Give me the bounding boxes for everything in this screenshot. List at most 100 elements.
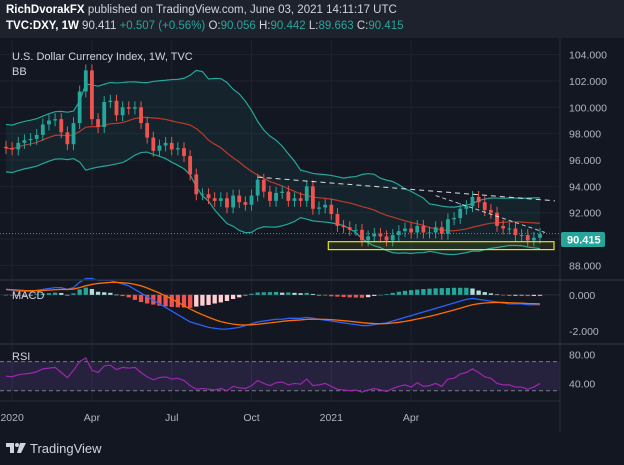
macd-histogram-bar <box>169 294 174 307</box>
candle-body <box>421 225 426 233</box>
macd-histogram-bar <box>212 294 217 304</box>
macd-histogram-bar <box>126 294 131 298</box>
rsi-tick-label: 40.00 <box>569 378 595 390</box>
author-name[interactable]: RichDvorakFX <box>6 4 85 16</box>
main-pane-title: U.S. Dollar Currency Index, 1W, TVC <box>12 51 193 63</box>
chart-area[interactable]: 2020AprJulOct2021Apr88.00090.00092.00094… <box>0 38 624 433</box>
price-change: +0.507 (+0.56%) <box>119 20 206 32</box>
candle-body <box>47 120 51 125</box>
macd-histogram-bar <box>408 290 414 295</box>
candle-body <box>114 100 119 116</box>
candle-body <box>452 217 456 220</box>
candle-body <box>310 186 315 209</box>
macd-histogram-bar <box>292 292 297 295</box>
symbol-label: TVC:DXY, 1W <box>6 20 79 32</box>
macd-histogram-bar <box>22 294 27 296</box>
macd-histogram-bar <box>476 290 481 295</box>
y-tick-label: 98.000 <box>569 129 601 141</box>
candle-body <box>304 186 309 201</box>
macd-histogram-bar <box>267 292 273 295</box>
candle-body <box>366 236 371 241</box>
macd-histogram-bar <box>187 294 193 308</box>
macd-histogram-bar <box>40 293 45 295</box>
candle-body <box>323 204 328 208</box>
low-value: 89.663 <box>318 20 354 32</box>
bb-lower-line <box>5 151 541 256</box>
publish-header: RichDvorakFX published on TradingView.co… <box>0 0 624 38</box>
candle-body <box>427 232 432 234</box>
tradingview-logo-icon[interactable] <box>6 441 26 455</box>
macd-histogram-bar <box>513 294 518 296</box>
open-label: O: <box>208 20 221 32</box>
candle-body <box>96 119 100 128</box>
candle-body <box>390 235 395 241</box>
macd-histogram-bar <box>138 294 144 303</box>
macd-histogram-bar <box>384 294 389 295</box>
macd-histogram-bar <box>102 292 107 295</box>
candle-body <box>470 196 475 207</box>
macd-histogram-bar <box>402 290 408 295</box>
macd-histogram-bar <box>415 289 420 295</box>
macd-histogram-bar <box>372 294 377 296</box>
candle-body <box>292 198 297 201</box>
candle-body <box>531 237 536 241</box>
macd-histogram-bar <box>501 294 506 296</box>
candle-body <box>182 148 186 157</box>
y-tick-label: 88.000 <box>569 260 601 272</box>
candle-body <box>464 206 469 209</box>
macd-histogram-bar <box>445 287 451 295</box>
macd-histogram-bar <box>255 292 260 295</box>
macd-histogram-bar <box>46 293 52 295</box>
macd-histogram-bar <box>427 288 432 295</box>
macd-histogram-bar <box>194 294 199 307</box>
close-value: 90.415 <box>368 20 404 32</box>
candle-body <box>298 198 303 201</box>
macd-histogram-bar <box>65 294 70 296</box>
rsi-label: RSI <box>12 351 30 363</box>
candle-body <box>280 191 285 193</box>
candle-body <box>231 195 236 208</box>
macd-histogram-bar <box>3 294 9 296</box>
candle-body <box>71 123 76 145</box>
macd-histogram-bar <box>335 294 340 297</box>
candle-body <box>65 132 70 145</box>
macd-histogram-bar <box>507 294 512 296</box>
macd-histogram-bar <box>359 294 365 298</box>
short-trendline[interactable] <box>435 195 546 233</box>
bb-upper-line <box>5 69 541 208</box>
candle-body <box>458 208 463 218</box>
macd-histogram-bar <box>77 289 82 295</box>
candle-body <box>83 70 88 92</box>
candle-body <box>28 138 33 141</box>
candle-body <box>384 236 389 241</box>
rsi-pane <box>0 357 560 393</box>
tradingview-brand[interactable]: TradingView <box>30 441 102 456</box>
macd-histogram-bar <box>237 294 242 298</box>
macd-histogram-bar <box>9 294 15 296</box>
macd-histogram-bar <box>488 293 494 295</box>
macd-histogram-bar <box>286 292 291 295</box>
candle-body <box>286 191 291 201</box>
macd-histogram-bar <box>28 294 33 296</box>
candle-body <box>145 123 150 138</box>
price-badge: 90.415 <box>567 235 601 247</box>
rsi-band <box>0 361 560 391</box>
candle-body <box>353 229 358 231</box>
macd-histogram-bar <box>59 293 64 295</box>
macd-histogram-bar <box>464 287 469 295</box>
candle-body <box>446 219 450 234</box>
macd-histogram-bar <box>347 294 352 298</box>
publish-info: published on TradingView.com, June 03, 2… <box>87 4 397 16</box>
y-tick-label: 94.000 <box>569 181 601 193</box>
support-zone[interactable] <box>327 241 555 251</box>
macd-histogram-bar <box>206 294 211 305</box>
macd-tick-label: -2.000 <box>569 326 599 338</box>
candle-body <box>372 233 377 237</box>
macd-histogram-bar <box>163 294 168 307</box>
macd-histogram-bar <box>243 294 248 296</box>
candle-body <box>22 140 27 143</box>
candle-body <box>519 235 524 237</box>
descending-trendline[interactable] <box>257 176 556 202</box>
candle-body <box>538 233 542 238</box>
footer: TradingView <box>0 433 624 465</box>
